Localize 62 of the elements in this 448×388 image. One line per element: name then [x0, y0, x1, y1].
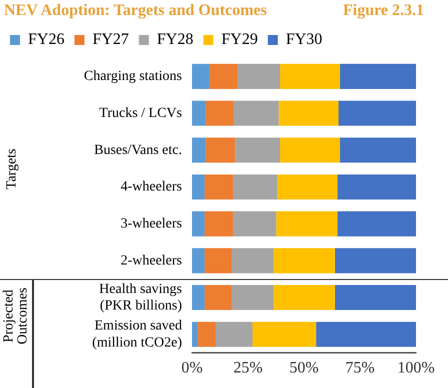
- bar: [280, 138, 340, 163]
- bar: [206, 100, 234, 126]
- y-tick-label: 4-wheelers: [120, 180, 182, 195]
- bar: [280, 64, 340, 89]
- text: Targets: [4, 148, 19, 189]
- bar: [204, 211, 233, 236]
- bar: [316, 322, 416, 347]
- y-tick-label: Charging stations: [84, 69, 182, 84]
- legend-label: FY28: [156, 31, 194, 48]
- bar: [216, 322, 252, 347]
- bar: [340, 64, 416, 89]
- x-tick-label: 0%: [181, 360, 203, 377]
- bar: [237, 64, 280, 89]
- bar: [338, 100, 416, 126]
- bar: [235, 138, 280, 163]
- caption: Figure 2.3.1: [342, 2, 424, 20]
- bar: [192, 100, 206, 126]
- bar: [334, 284, 416, 310]
- bar: [334, 248, 416, 274]
- bar: [278, 100, 338, 126]
- y-tick-label: 3-wheelers: [120, 216, 182, 232]
- bar: [204, 248, 232, 274]
- bar: [274, 284, 335, 310]
- legend-label: FY27: [92, 31, 129, 48]
- y-tick-label: Trucks / LCVs: [99, 106, 182, 121]
- x-tick-label: 50%: [289, 360, 319, 377]
- bar: [337, 174, 416, 200]
- bar: [192, 248, 205, 274]
- bar: [192, 64, 210, 89]
- bar: [252, 322, 316, 347]
- legend-label: FY26: [28, 31, 64, 48]
- x-tick-label: 25%: [233, 360, 263, 377]
- chart-title: NEV Adoption: Targets and Outcomes: [4, 2, 267, 20]
- legend-label: FY30: [286, 31, 322, 48]
- bar: [234, 100, 279, 126]
- x-tick-label: 100%: [397, 360, 435, 377]
- y-tick-label: Buses/Vans etc.: [94, 142, 182, 158]
- bar: [192, 322, 198, 347]
- x-tick-label: 75%: [345, 360, 375, 377]
- text: Projected Outcomes: [0, 288, 30, 344]
- bar: [277, 174, 338, 200]
- bar: [274, 248, 335, 274]
- bar: [232, 211, 276, 236]
- bar: [192, 138, 206, 163]
- bar: [337, 211, 416, 236]
- bar: [340, 138, 416, 163]
- y-tick-label: Health savings (PKR billions): [99, 282, 182, 314]
- bar: [232, 248, 274, 274]
- bar: [198, 322, 216, 347]
- bar: [204, 174, 233, 200]
- y-tick-label: Emission saved (million tCO2e): [92, 318, 182, 350]
- bar: [232, 174, 278, 200]
- bar: [206, 138, 236, 163]
- legend-label: FY29: [221, 31, 258, 48]
- y-tick-label: 2-wheelers: [120, 253, 182, 268]
- bar: [276, 211, 338, 236]
- bar: [192, 284, 205, 310]
- bar: [232, 284, 274, 310]
- bar: [209, 64, 238, 89]
- bar: [192, 211, 205, 236]
- bar: [192, 174, 205, 200]
- bar: [204, 284, 232, 310]
